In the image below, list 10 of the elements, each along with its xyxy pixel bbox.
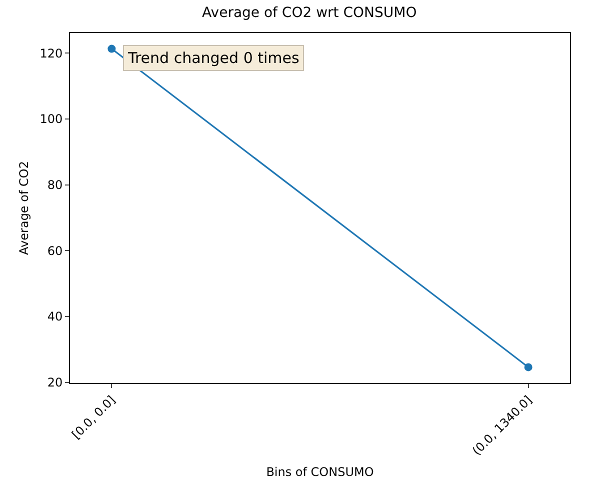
x-axis-title: Bins of CONSUMO [266, 464, 374, 479]
y-tick-label: 40 [47, 310, 63, 324]
y-tick-label: 100 [40, 112, 63, 126]
chart-title: Average of CO2 wrt CONSUMO [202, 5, 417, 22]
y-tick-label: 60 [47, 244, 63, 258]
y-tick-label: 80 [47, 178, 63, 192]
y-tick-label: 120 [40, 46, 63, 60]
annotation: Trend changed 0 times [127, 49, 300, 67]
y-tick-label: 20 [47, 376, 63, 390]
y-axis-title: Average of CO2 [16, 161, 31, 255]
